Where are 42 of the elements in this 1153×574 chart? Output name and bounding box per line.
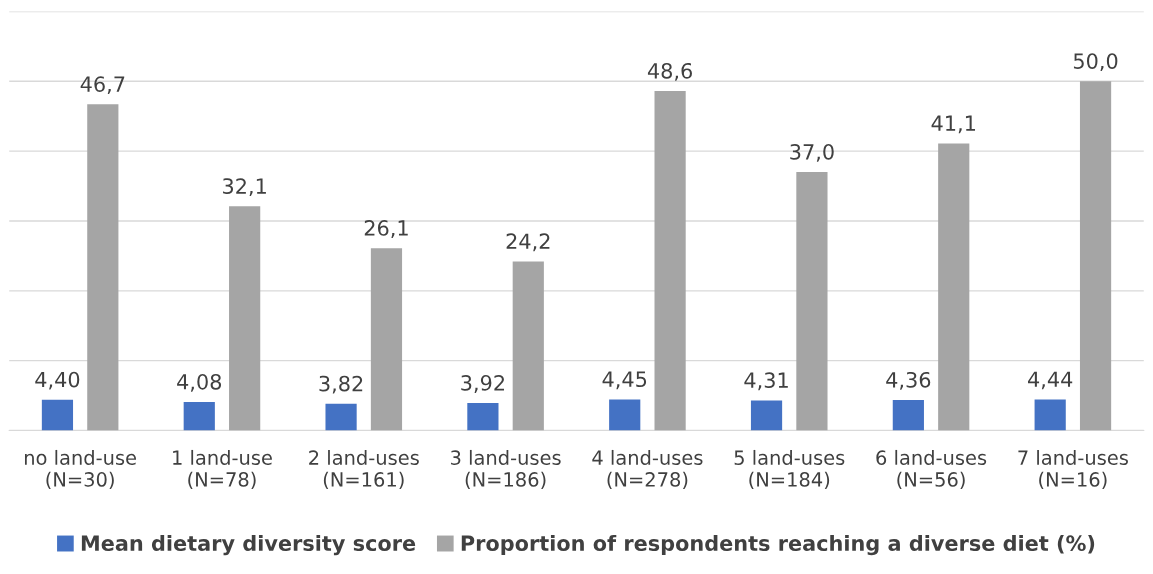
x-tick-label: 5 land-uses (N=184) [734, 449, 845, 490]
data-label: 4,08 [177, 373, 222, 392]
x-tick-label: 1 land-use (N=78) [173, 449, 272, 490]
bar [654, 91, 686, 431]
data-label: 3,82 [319, 375, 363, 394]
data-label: 32,1 [223, 178, 266, 197]
data-label: 4,45 [602, 371, 647, 390]
bar [892, 400, 924, 431]
x-tick-label: 7 land-uses (N=16) [1018, 449, 1128, 490]
bar [325, 403, 357, 431]
data-label: 26,1 [364, 220, 408, 238]
legend-label: Proportion of respondents reaching a diverse diet (%) [461, 534, 1095, 556]
data-label: 48,6 [647, 62, 692, 81]
bar [183, 402, 215, 431]
data-label: 41,1 [931, 115, 976, 134]
bar [370, 248, 403, 431]
data-label: 24,2 [506, 233, 550, 252]
bar [750, 400, 783, 431]
bar [41, 399, 74, 431]
data-label: 3,92 [461, 375, 505, 393]
data-label: 4,40 [35, 371, 80, 390]
x-tick-label: no land-use (N=30) [24, 449, 137, 490]
bar [796, 172, 828, 431]
data-label: 50,0 [1073, 53, 1118, 72]
bar [229, 206, 261, 431]
data-label: 46,7 [80, 76, 125, 95]
data-label: 4,36 [886, 371, 931, 390]
bar [512, 261, 544, 431]
x-tick-label: 3 land-uses (N=186) [451, 449, 561, 490]
bar [87, 104, 119, 431]
bar [467, 403, 499, 431]
x-tick-label: 2 land-uses (N=161) [309, 449, 419, 490]
x-tick-label: 4 land-uses (N=278) [592, 449, 703, 490]
bar [938, 143, 970, 431]
bar [1034, 399, 1066, 431]
data-label: 4,44 [1028, 371, 1073, 390]
legend-label: Mean dietary diversity score [81, 534, 416, 556]
data-label: 37,0 [790, 143, 834, 162]
bar [609, 399, 641, 431]
x-tick-label: 6 land-uses (N=56) [876, 449, 987, 490]
bar [1079, 81, 1112, 431]
data-label: 4,31 [744, 372, 788, 391]
